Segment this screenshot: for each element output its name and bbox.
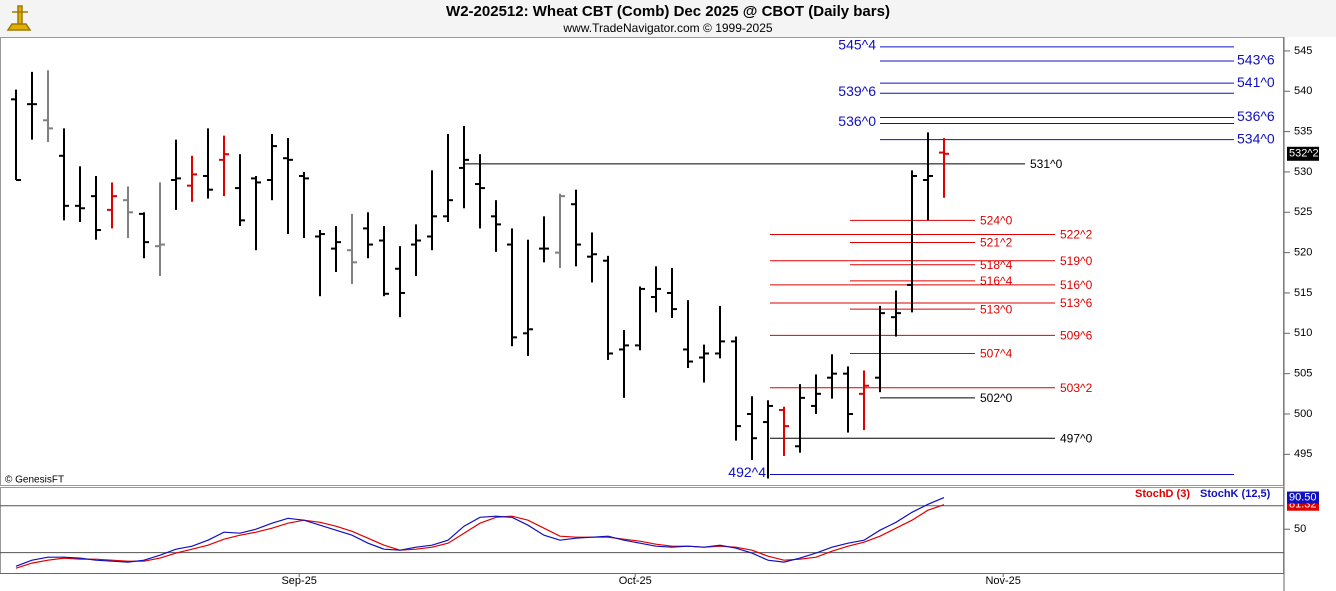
last-price-label: 532^2 xyxy=(1289,148,1319,160)
level-label: 513^6 xyxy=(1060,296,1093,310)
level-label: 541^0 xyxy=(1237,74,1275,90)
level-label: 507^4 xyxy=(980,347,1013,361)
y-tick-label: 535 xyxy=(1294,126,1312,138)
y-tick-label: 510 xyxy=(1294,327,1312,339)
level-label: 513^0 xyxy=(980,302,1013,316)
header-band xyxy=(0,0,1336,37)
level-label: 545^4 xyxy=(838,37,876,53)
y-tick-label: 545 xyxy=(1294,45,1312,57)
level-label: 536^0 xyxy=(838,113,876,129)
y-tick-label: 50 xyxy=(1294,523,1306,535)
level-label: 531^0 xyxy=(1030,157,1063,171)
level-label: 492^4 xyxy=(728,464,766,480)
chart-title: W2-202512: Wheat CBT (Comb) Dec 2025 @ C… xyxy=(446,3,890,20)
y-tick-label: 520 xyxy=(1294,247,1312,259)
level-label: 518^4 xyxy=(980,258,1013,272)
stoch-line xyxy=(15,497,945,567)
stoch-line xyxy=(15,504,945,569)
y-tick-label: 540 xyxy=(1294,85,1312,97)
level-label: 502^0 xyxy=(980,391,1013,405)
x-tick-label: Sep-25 xyxy=(281,575,316,587)
y-tick-label: 505 xyxy=(1294,368,1312,380)
y-tick-label: 500 xyxy=(1294,408,1312,420)
legend-entry: StochK (12,5) xyxy=(1200,488,1271,500)
last-value-box xyxy=(1287,491,1319,504)
level-label: 509^6 xyxy=(1060,328,1093,342)
level-label: 497^0 xyxy=(1060,431,1093,445)
level-label: 543^6 xyxy=(1237,52,1275,68)
y-tick-label: 495 xyxy=(1294,448,1312,460)
x-tick-label: Nov-25 xyxy=(985,575,1020,587)
y-tick-label: 525 xyxy=(1294,206,1312,218)
last-value-label: 90.50 xyxy=(1289,491,1317,503)
legend-entry: StochD (3) xyxy=(1135,488,1190,500)
y-tick-label: 515 xyxy=(1294,287,1312,299)
x-tick-label: Oct-25 xyxy=(619,575,652,587)
level-label: 534^0 xyxy=(1237,130,1275,146)
level-label: 516^0 xyxy=(1060,278,1093,292)
level-label: 516^4 xyxy=(980,274,1013,288)
level-label: 536^6 xyxy=(1237,108,1275,124)
source: © GenesisFT xyxy=(5,475,64,486)
level-label: 524^0 xyxy=(980,214,1013,228)
chart-subtitle: www.TradeNavigator.com © 1999-2025 xyxy=(562,21,772,35)
level-label: 519^0 xyxy=(1060,254,1093,268)
level-label: 539^6 xyxy=(838,83,876,99)
y-tick-label: 530 xyxy=(1294,166,1312,178)
logo xyxy=(6,5,32,31)
last-price-box xyxy=(1287,146,1319,161)
level-label: 522^2 xyxy=(1060,228,1093,242)
level-label: 503^2 xyxy=(1060,381,1093,395)
level-label: 521^2 xyxy=(980,236,1013,250)
